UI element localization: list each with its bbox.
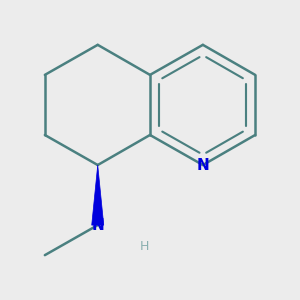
Text: H: H: [139, 240, 149, 253]
Text: N: N: [196, 158, 209, 172]
Text: N: N: [91, 218, 104, 232]
Polygon shape: [92, 165, 104, 225]
